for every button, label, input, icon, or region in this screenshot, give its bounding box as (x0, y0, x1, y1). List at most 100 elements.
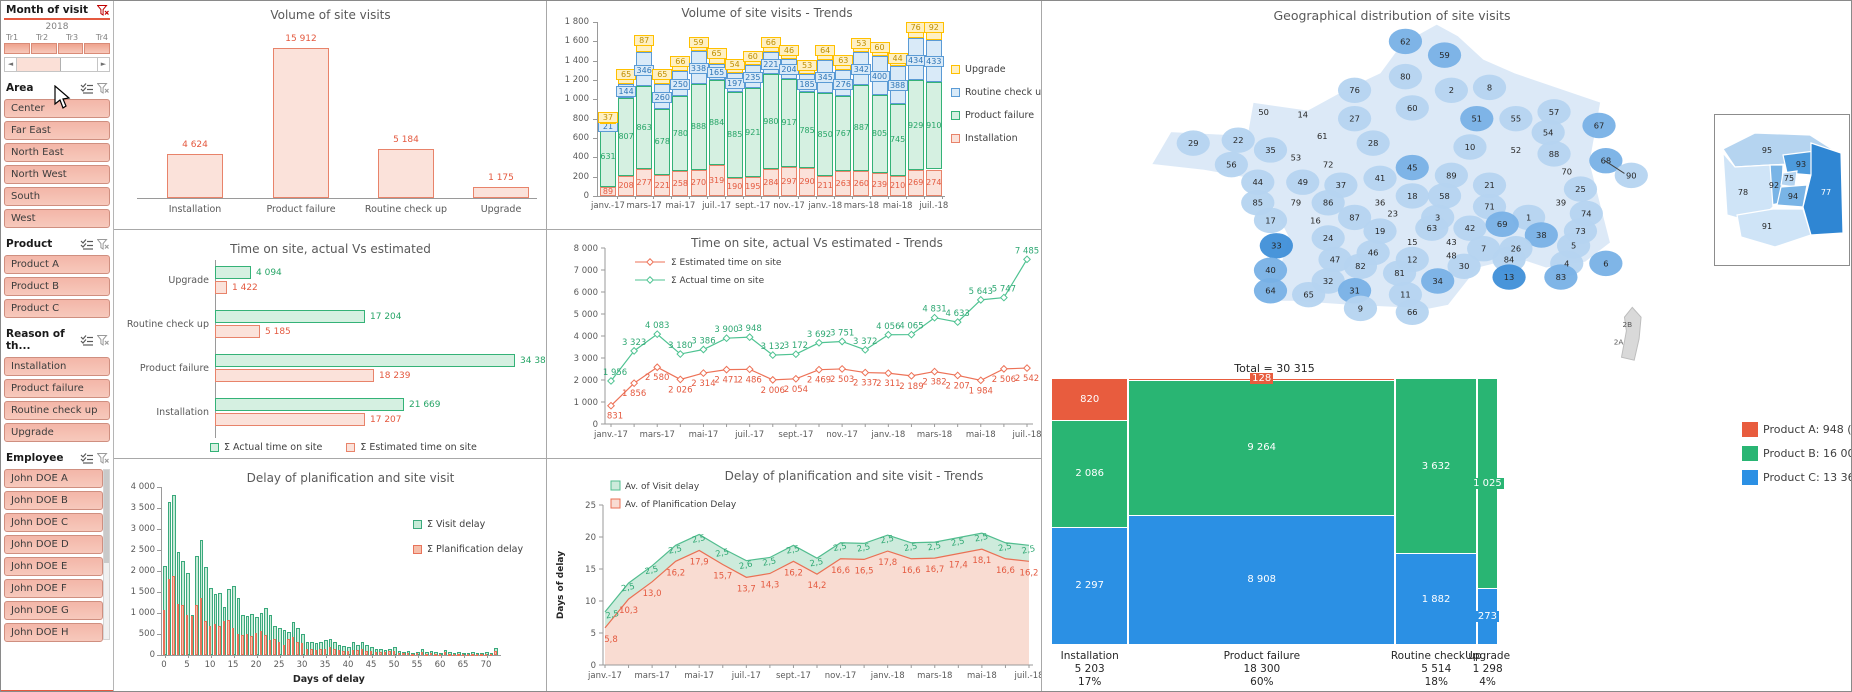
slicer-item-north-west[interactable]: North West (4, 165, 110, 184)
svg-text:3 323: 3 323 (622, 338, 646, 348)
x-tick-label: 10 (204, 660, 216, 670)
legend-item: Σ Actual time on site (210, 442, 322, 453)
slicer-item-product-failure[interactable]: Product failure (4, 379, 110, 398)
legend-item: Σ Estimated time on site (346, 442, 477, 453)
slicer-item-john-doe-a[interactable]: John DOE A (4, 469, 103, 488)
y-tick-label: 500 (138, 629, 155, 639)
slicer-item-john-doe-c[interactable]: John DOE C (4, 513, 103, 532)
slicer-scrollbar[interactable] (103, 469, 110, 640)
slicer-scrollbar-thumb[interactable] (104, 470, 109, 563)
slicer-item-north-east[interactable]: North East (4, 143, 110, 162)
slicer-item-south[interactable]: South (4, 187, 110, 206)
svg-text:2 382: 2 382 (922, 378, 946, 388)
mekko-category-label: Product failure 18 300 60% (1223, 650, 1301, 688)
estimated-bar (215, 325, 260, 338)
slicer-item-west[interactable]: West (4, 209, 110, 228)
y-tick-label: 1 000 (564, 94, 589, 105)
stack-segment-installation (799, 167, 816, 196)
planification-delay-bar (388, 650, 391, 655)
svg-text:76: 76 (1349, 85, 1360, 95)
clear-filter-icon[interactable] (97, 452, 109, 464)
x-axis (597, 196, 945, 197)
svg-text:2,5: 2,5 (903, 542, 918, 555)
chart-title: Delay of planification and site visit - … (724, 469, 984, 483)
segment-value-label: 144 (616, 86, 637, 98)
slicer-item-john-doe-h[interactable]: John DOE H (4, 623, 103, 642)
segment-value-label: 66 (760, 37, 781, 49)
slicer-item-john-doe-e[interactable]: John DOE E (4, 557, 103, 576)
y-tick (593, 99, 597, 101)
clear-filter-icon[interactable] (97, 334, 109, 346)
svg-text:7 000: 7 000 (574, 266, 598, 276)
slicer-item-upgrade[interactable]: Upgrade (4, 423, 110, 442)
slicer-item-product-b[interactable]: Product B (4, 277, 110, 296)
svg-text:1 956: 1 956 (603, 368, 627, 378)
bar (273, 48, 329, 198)
slicer-item-installation[interactable]: Installation (4, 357, 110, 376)
y-tick-label: 1 800 (564, 17, 589, 27)
clear-filter-icon[interactable] (97, 4, 109, 16)
svg-text:69: 69 (1497, 219, 1508, 229)
segment-value-label: 850 (817, 130, 833, 140)
legend-item: Installation (951, 133, 1047, 144)
stack-segment-installation (708, 165, 725, 196)
segment-value-label: 66 (670, 56, 691, 68)
planification-delay-bar (397, 652, 400, 655)
slicer-item-far-east[interactable]: Far East (4, 121, 110, 140)
x-tick-label: 55 (411, 660, 423, 670)
svg-text:66: 66 (1407, 307, 1418, 317)
clear-filter-icon[interactable] (97, 238, 109, 250)
month-scrollbar[interactable]: ◄ ► (4, 57, 110, 72)
svg-text:5 000: 5 000 (574, 310, 598, 320)
month-range-bar[interactable] (4, 43, 110, 54)
svg-text:2,5: 2,5 (605, 609, 620, 622)
scroll-thumb[interactable] (60, 58, 97, 71)
x-tick (707, 196, 708, 199)
svg-text:44: 44 (1252, 177, 1263, 187)
slicer-item-routine-check-up[interactable]: Routine check up (4, 401, 110, 420)
planification-delay-bar (282, 644, 285, 655)
planification-delay-bar (452, 653, 456, 656)
x-tick (371, 655, 373, 658)
x-category-label: Product failure (266, 204, 336, 215)
scroll-right-arrow[interactable]: ► (97, 58, 109, 71)
y-tick (593, 157, 597, 159)
multi-select-icon[interactable] (80, 238, 94, 250)
y-tick (593, 80, 597, 81)
planification-delay-bar (347, 650, 350, 655)
slicer-item-john-doe-d[interactable]: John DOE D (4, 535, 103, 554)
multi-select-icon[interactable] (80, 82, 94, 94)
multi-select-icon[interactable] (80, 334, 94, 346)
slicer-item-product-c[interactable]: Product C (4, 299, 110, 318)
slicer-item-john-doe-g[interactable]: John DOE G (4, 601, 103, 620)
multi-select-icon[interactable] (80, 452, 94, 464)
sidebar-bottom-line (1, 690, 113, 691)
segment-value-label: 65 (706, 48, 727, 60)
segment-value-label: 274 (926, 178, 942, 188)
segment-value-label: 276 (833, 78, 854, 90)
planification-delay-bar (365, 650, 368, 655)
x-tick (924, 196, 926, 199)
svg-text:41: 41 (1375, 173, 1386, 183)
y-tick-label: 1 400 (564, 55, 589, 66)
planification-delay-bar (342, 650, 345, 655)
slicer-item-john-doe-b[interactable]: John DOE B (4, 491, 103, 510)
scroll-left-arrow[interactable]: ◄ (5, 58, 17, 71)
svg-text:10: 10 (1465, 142, 1476, 152)
segment-value-label: 204 (779, 64, 799, 76)
svg-text:89: 89 (1446, 170, 1457, 180)
slicer-item-john-doe-f[interactable]: John DOE F (4, 579, 103, 598)
mekko-category-label: Upgrade 1 298 4% (1465, 650, 1511, 688)
planification-delay-bar (305, 648, 308, 655)
segment-value-label: 190 (727, 182, 743, 192)
clear-filter-icon[interactable] (97, 82, 109, 94)
y-category-label: Upgrade (168, 275, 209, 286)
svg-text:mars-18: mars-18 (917, 430, 952, 440)
slicer-item-product-a[interactable]: Product A (4, 255, 110, 274)
svg-text:10,3: 10,3 (619, 606, 638, 616)
svg-text:83: 83 (1556, 272, 1567, 282)
y-tick-label: 3 000 (130, 524, 155, 534)
segment-value-label: 785 (799, 125, 815, 135)
svg-text:20: 20 (585, 533, 596, 543)
bar-value-label: 1 175 (488, 173, 514, 183)
